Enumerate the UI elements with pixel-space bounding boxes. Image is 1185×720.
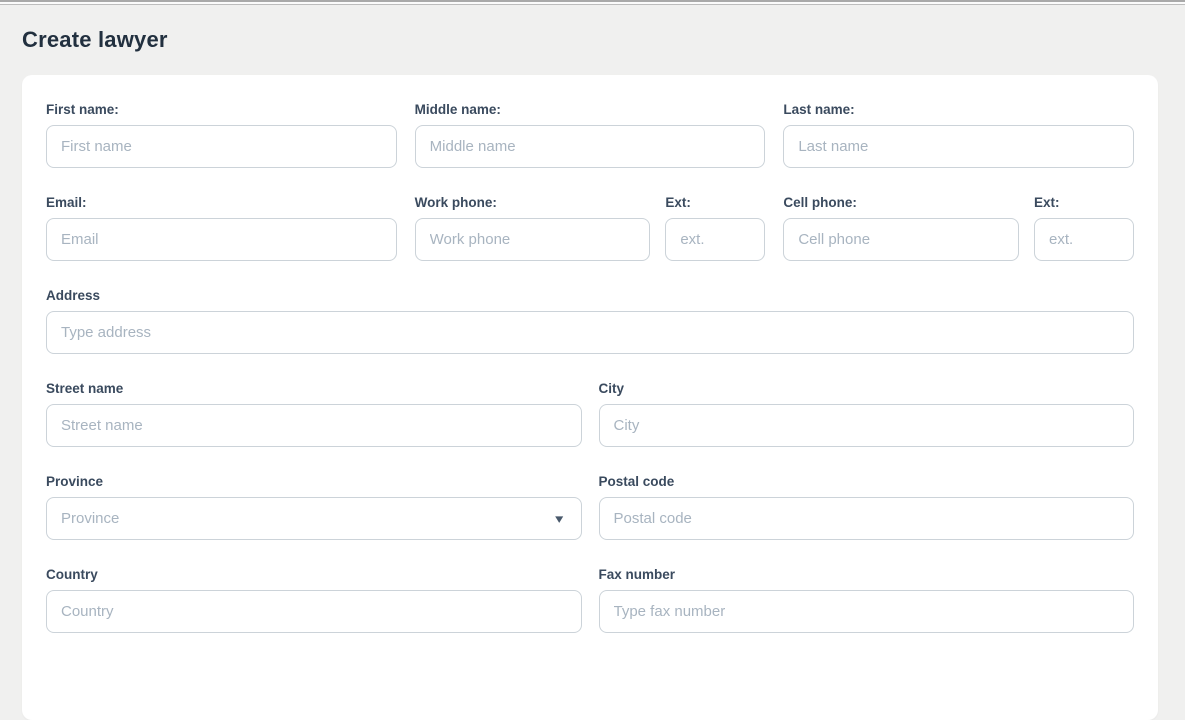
- city-field: City: [598, 381, 1134, 447]
- country-field: Country: [46, 567, 582, 633]
- country-fax-row: Country Fax number: [46, 567, 1134, 633]
- cell-phone-field: Cell phone:: [783, 195, 1019, 261]
- country-input[interactable]: [46, 590, 582, 633]
- cell-phone-input[interactable]: [783, 218, 1019, 261]
- cell-ext-input[interactable]: [1033, 218, 1134, 261]
- middle-name-label: Middle name:: [414, 102, 501, 117]
- address-row: Address: [46, 288, 1134, 354]
- province-select-placeholder: Province: [61, 510, 120, 527]
- address-field: Address: [46, 288, 1134, 354]
- postal-code-field: Postal code: [598, 474, 1134, 540]
- page-title: Create lawyer: [22, 27, 168, 52]
- province-select[interactable]: Province ▾: [46, 497, 582, 540]
- postal-code-input[interactable]: [598, 497, 1134, 540]
- last-name-field: Last name:: [783, 102, 1134, 168]
- work-phone-input[interactable]: [414, 218, 651, 261]
- window-top-divider: [0, 0, 1185, 5]
- middle-name-field: Middle name:: [414, 102, 766, 168]
- create-lawyer-form-card: First name: Middle name: Last name: Emai…: [22, 75, 1158, 720]
- email-field: Email:: [46, 195, 397, 261]
- fax-number-label: Fax number: [598, 567, 676, 582]
- page-header: Create lawyer: [0, 5, 1185, 69]
- last-name-input[interactable]: [783, 125, 1134, 168]
- fax-number-field: Fax number: [598, 567, 1134, 633]
- work-phone-label: Work phone:: [414, 195, 497, 210]
- city-input[interactable]: [598, 404, 1134, 447]
- cell-phone-group: Cell phone: Ext:: [783, 195, 1134, 261]
- cell-ext-field: Ext:: [1033, 195, 1134, 261]
- province-postal-row: Province Province ▾ Postal code: [46, 474, 1134, 540]
- address-input[interactable]: [46, 311, 1134, 354]
- street-name-field: Street name: [46, 381, 582, 447]
- cell-ext-label: Ext:: [1033, 195, 1060, 210]
- street-name-label: Street name: [46, 381, 124, 396]
- name-row: First name: Middle name: Last name:: [46, 102, 1134, 168]
- street-city-row: Street name City: [46, 381, 1134, 447]
- fax-number-input[interactable]: [598, 590, 1134, 633]
- postal-code-label: Postal code: [598, 474, 675, 489]
- work-ext-input[interactable]: [665, 218, 766, 261]
- city-label: City: [598, 381, 625, 396]
- middle-name-input[interactable]: [414, 125, 766, 168]
- email-input[interactable]: [46, 218, 397, 261]
- street-name-input[interactable]: [46, 404, 582, 447]
- email-label: Email:: [46, 195, 87, 210]
- contact-row: Email: Work phone: Ext: Cell phone: Ext:: [46, 195, 1134, 261]
- province-label: Province: [46, 474, 104, 489]
- first-name-label: First name:: [46, 102, 119, 117]
- last-name-label: Last name:: [783, 102, 855, 117]
- work-ext-field: Ext:: [665, 195, 766, 261]
- work-phone-group: Work phone: Ext:: [414, 195, 766, 261]
- dropdown-caret-icon: ▾: [555, 511, 564, 526]
- country-label: Country: [46, 567, 98, 582]
- first-name-input[interactable]: [46, 125, 397, 168]
- address-label: Address: [46, 288, 101, 303]
- work-ext-label: Ext:: [665, 195, 691, 210]
- province-field: Province Province ▾: [46, 474, 582, 540]
- work-phone-field: Work phone:: [414, 195, 651, 261]
- cell-phone-label: Cell phone:: [783, 195, 857, 210]
- first-name-field: First name:: [46, 102, 397, 168]
